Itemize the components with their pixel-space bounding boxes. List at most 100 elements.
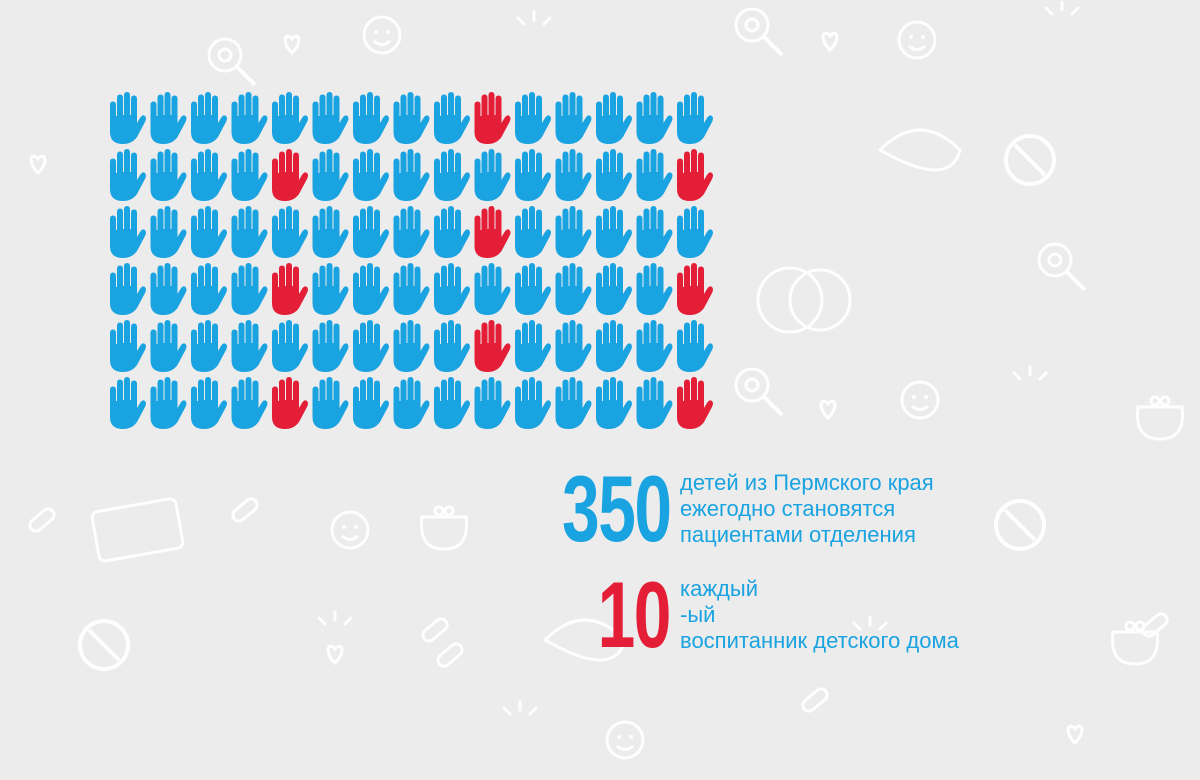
blue-hand-icon (596, 263, 632, 315)
blue-hand-icon (596, 320, 632, 372)
children-description: детей из Пермского края ежегодно становя… (680, 470, 934, 548)
blue-hand-icon (555, 149, 592, 201)
blue-hand-icon (677, 206, 713, 258)
blue-hand-icon (474, 377, 511, 429)
children-desc-line: детей из Пермского края (680, 470, 934, 495)
blue-hand-icon (110, 320, 146, 372)
blue-hand-icon (393, 149, 430, 201)
blue-hand-icon (110, 377, 146, 429)
hands-grid (110, 92, 713, 429)
orphans-desc-line: воспитанник детского дома (680, 628, 959, 653)
blue-hand-icon (434, 377, 470, 429)
blue-hand-icon (312, 263, 349, 315)
blue-hand-icon (312, 149, 349, 201)
blue-hand-icon (312, 320, 349, 372)
blue-hand-icon (434, 92, 470, 144)
red-hand-icon (677, 149, 713, 201)
blue-hand-icon (312, 206, 349, 258)
blue-hand-icon (555, 377, 592, 429)
red-hand-icon (677, 263, 713, 315)
blue-hand-icon (515, 377, 551, 429)
blue-hand-icon (231, 377, 268, 429)
blue-hand-icon (150, 206, 187, 258)
blue-hand-icon (596, 377, 632, 429)
blue-hand-icon (231, 320, 268, 372)
blue-hand-icon (636, 263, 673, 315)
blue-hand-icon (393, 320, 430, 372)
blue-hand-icon (393, 206, 430, 258)
blue-hand-icon (150, 320, 187, 372)
blue-hand-icon (515, 263, 551, 315)
blue-hand-icon (150, 263, 187, 315)
blue-hand-icon (434, 149, 470, 201)
blue-hand-icon (636, 149, 673, 201)
blue-hand-icon (312, 92, 349, 144)
children-desc-line: ежегодно становятся (680, 496, 896, 521)
blue-hand-icon (515, 149, 551, 201)
blue-hand-icon (393, 263, 430, 315)
blue-hand-icon (434, 206, 470, 258)
blue-hand-icon (636, 320, 673, 372)
stat-orphans: 10 каждый -ый воспитанник детского дома (520, 568, 959, 662)
blue-hand-icon (272, 206, 308, 258)
blue-hand-icon (636, 206, 673, 258)
blue-hand-icon (110, 206, 146, 258)
blue-hand-icon (393, 92, 430, 144)
red-hand-icon (272, 377, 308, 429)
blue-hand-icon (231, 92, 268, 144)
orphans-desc-line: каждый (680, 576, 758, 601)
blue-hand-icon (150, 149, 187, 201)
blue-hand-icon (555, 92, 592, 144)
blue-hand-icon (434, 263, 470, 315)
red-hand-icon (677, 377, 713, 429)
blue-hand-icon (596, 149, 632, 201)
blue-hand-icon (353, 377, 389, 429)
children-count: 350 (562, 456, 672, 561)
blue-hand-icon (353, 263, 389, 315)
blue-hand-icon (596, 206, 632, 258)
orphans-description: каждый -ый воспитанник детского дома (680, 576, 959, 654)
blue-hand-icon (150, 377, 187, 429)
orphans-ratio-number: 10 (597, 562, 672, 667)
blue-hand-icon (272, 320, 308, 372)
blue-hand-icon (636, 92, 673, 144)
red-hand-icon (474, 206, 511, 258)
blue-hand-icon (191, 206, 227, 258)
blue-hand-icon (231, 149, 268, 201)
blue-hand-icon (596, 92, 632, 144)
blue-hand-icon (312, 377, 349, 429)
blue-hand-icon (110, 263, 146, 315)
blue-hand-icon (191, 377, 227, 429)
blue-hand-icon (353, 206, 389, 258)
doodle-pattern (25, 0, 1185, 760)
blue-hand-icon (353, 320, 389, 372)
blue-hand-icon (272, 92, 308, 144)
blue-hand-icon (231, 263, 268, 315)
blue-hand-icon (515, 320, 551, 372)
blue-hand-icon (555, 320, 592, 372)
blue-hand-icon (191, 149, 227, 201)
red-hand-icon (272, 263, 308, 315)
blue-hand-icon (434, 320, 470, 372)
blue-hand-icon (191, 92, 227, 144)
blue-hand-icon (677, 92, 713, 144)
blue-hand-icon (515, 206, 551, 258)
red-hand-icon (474, 320, 511, 372)
blue-hand-icon (150, 92, 187, 144)
blue-hand-icon (515, 92, 551, 144)
stat-children: 350 детей из Пермского края ежегодно ста… (520, 462, 934, 556)
blue-hand-icon (555, 206, 592, 258)
blue-hand-icon (636, 377, 673, 429)
blue-hand-icon (474, 149, 511, 201)
blue-hand-icon (110, 149, 146, 201)
blue-hand-icon (677, 320, 713, 372)
orphans-desc-line: -ый (680, 602, 716, 627)
blue-hand-icon (110, 92, 146, 144)
children-desc-line: пациентами отделения (680, 522, 916, 547)
red-hand-icon (474, 92, 511, 144)
blue-hand-icon (191, 263, 227, 315)
blue-hand-icon (353, 92, 389, 144)
blue-hand-icon (474, 263, 511, 315)
blue-hand-icon (393, 377, 430, 429)
